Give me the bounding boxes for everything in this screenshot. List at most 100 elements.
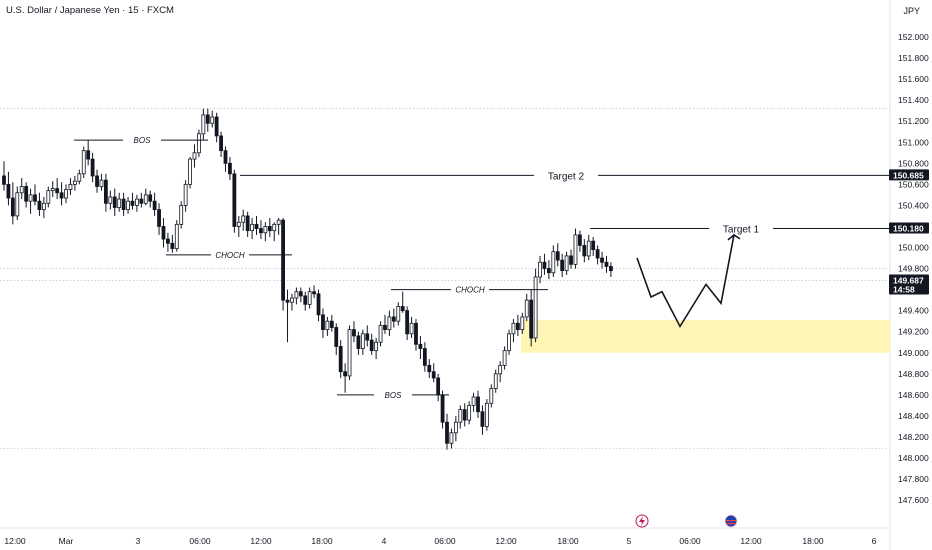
candle-body[interactable] — [356, 335, 361, 349]
candle-body[interactable] — [10, 197, 15, 217]
candle-body[interactable] — [414, 322, 418, 345]
candle-body[interactable] — [374, 341, 379, 352]
candle-body[interactable] — [431, 371, 436, 379]
candle-body[interactable] — [586, 240, 591, 257]
symbol-title[interactable]: U.S. Dollar / Japanese Yen · 15 · FXCM — [6, 5, 174, 16]
candle-body[interactable] — [325, 320, 330, 330]
price-tag[interactable] — [889, 169, 929, 181]
candle-body[interactable] — [445, 421, 449, 444]
candle-body[interactable] — [99, 179, 104, 187]
candle-body[interactable] — [578, 234, 582, 246]
candle-body[interactable] — [569, 255, 573, 265]
candle-body[interactable] — [316, 293, 321, 316]
candle-body[interactable] — [484, 402, 489, 427]
candle-body[interactable] — [95, 175, 99, 187]
candle-body[interactable] — [210, 116, 215, 124]
candle-body[interactable] — [405, 310, 410, 335]
candle-body[interactable] — [68, 183, 73, 191]
candle-body[interactable] — [90, 158, 95, 177]
candle-body[interactable] — [529, 299, 534, 339]
candle-body[interactable] — [498, 364, 503, 375]
candle-body[interactable] — [267, 226, 272, 232]
candle-body[interactable] — [6, 183, 11, 199]
candle-body[interactable] — [281, 219, 285, 301]
candle-body[interactable] — [157, 209, 161, 227]
candle-body[interactable] — [334, 327, 339, 347]
candle-body[interactable] — [418, 343, 423, 349]
candle-body[interactable] — [139, 198, 144, 204]
candle-body[interactable] — [502, 350, 507, 366]
candle-body[interactable] — [609, 266, 613, 272]
candle-body[interactable] — [290, 297, 294, 303]
candle-body[interactable] — [214, 116, 219, 137]
candle-body[interactable] — [19, 186, 24, 194]
candle-body[interactable] — [126, 200, 130, 211]
candle-body[interactable] — [312, 291, 317, 295]
candle-body[interactable] — [387, 316, 392, 330]
candle-body[interactable] — [347, 329, 352, 377]
candle-body[interactable] — [236, 221, 241, 227]
candle-body[interactable] — [64, 189, 68, 199]
candle-body[interactable] — [538, 261, 542, 278]
candle-body[interactable] — [329, 320, 334, 328]
candle-body[interactable] — [365, 333, 370, 341]
candle-body[interactable] — [515, 322, 520, 330]
candle-body[interactable] — [582, 244, 587, 257]
candle-body[interactable] — [188, 158, 192, 185]
candle-body[interactable] — [276, 219, 281, 225]
candle-body[interactable] — [250, 223, 254, 232]
candle-body[interactable] — [391, 316, 396, 322]
candle-body[interactable] — [134, 198, 139, 206]
candle-body[interactable] — [86, 150, 91, 160]
candle-body[interactable] — [436, 377, 441, 396]
candle-body[interactable] — [453, 421, 458, 434]
candle-body[interactable] — [183, 183, 188, 206]
candle-body[interactable] — [520, 316, 525, 330]
candle-body[interactable] — [148, 194, 153, 202]
candle-body[interactable] — [263, 226, 268, 234]
candle-body[interactable] — [493, 373, 498, 389]
candle-body[interactable] — [33, 194, 37, 202]
candle-body[interactable] — [170, 242, 175, 249]
candle-body[interactable] — [338, 346, 343, 373]
candle-body[interactable] — [595, 249, 600, 259]
candle-body[interactable] — [205, 114, 210, 124]
candle-body[interactable] — [591, 240, 596, 251]
candle-body[interactable] — [555, 251, 560, 261]
candle-body[interactable] — [2, 175, 6, 185]
candle-body[interactable] — [294, 291, 299, 299]
candle-body[interactable] — [112, 196, 117, 208]
candle-body[interactable] — [245, 215, 250, 232]
candle-body[interactable] — [383, 324, 387, 330]
candle-body[interactable] — [343, 371, 348, 377]
candle-body[interactable] — [307, 291, 312, 305]
candle-body[interactable] — [143, 194, 148, 204]
candle-body[interactable] — [254, 223, 259, 229]
candle-body[interactable] — [360, 333, 365, 349]
candle-body[interactable] — [471, 396, 476, 406]
candle-body[interactable] — [480, 411, 485, 427]
candle-body[interactable] — [197, 133, 201, 154]
candle-body[interactable] — [542, 261, 547, 269]
candle-body[interactable] — [560, 259, 565, 272]
candle-body[interactable] — [352, 329, 356, 337]
candle-body[interactable] — [77, 173, 82, 182]
price-tag[interactable] — [889, 274, 929, 295]
candle-body[interactable] — [600, 257, 604, 263]
candle-body[interactable] — [55, 188, 60, 194]
candle-body[interactable] — [232, 173, 237, 227]
candle-body[interactable] — [476, 396, 480, 413]
candle-body[interactable] — [152, 200, 157, 211]
candle-body[interactable] — [37, 200, 42, 211]
candle-body[interactable] — [533, 276, 538, 339]
candle-body[interactable] — [396, 306, 401, 322]
candle-body[interactable] — [166, 238, 170, 244]
candle-body[interactable] — [409, 322, 414, 335]
candle-body[interactable] — [573, 234, 578, 265]
candle-body[interactable] — [369, 339, 374, 352]
candle-body[interactable] — [303, 295, 308, 305]
candle-body[interactable] — [259, 228, 263, 234]
candle-body[interactable] — [103, 179, 108, 204]
demand-zone[interactable] — [521, 320, 890, 353]
